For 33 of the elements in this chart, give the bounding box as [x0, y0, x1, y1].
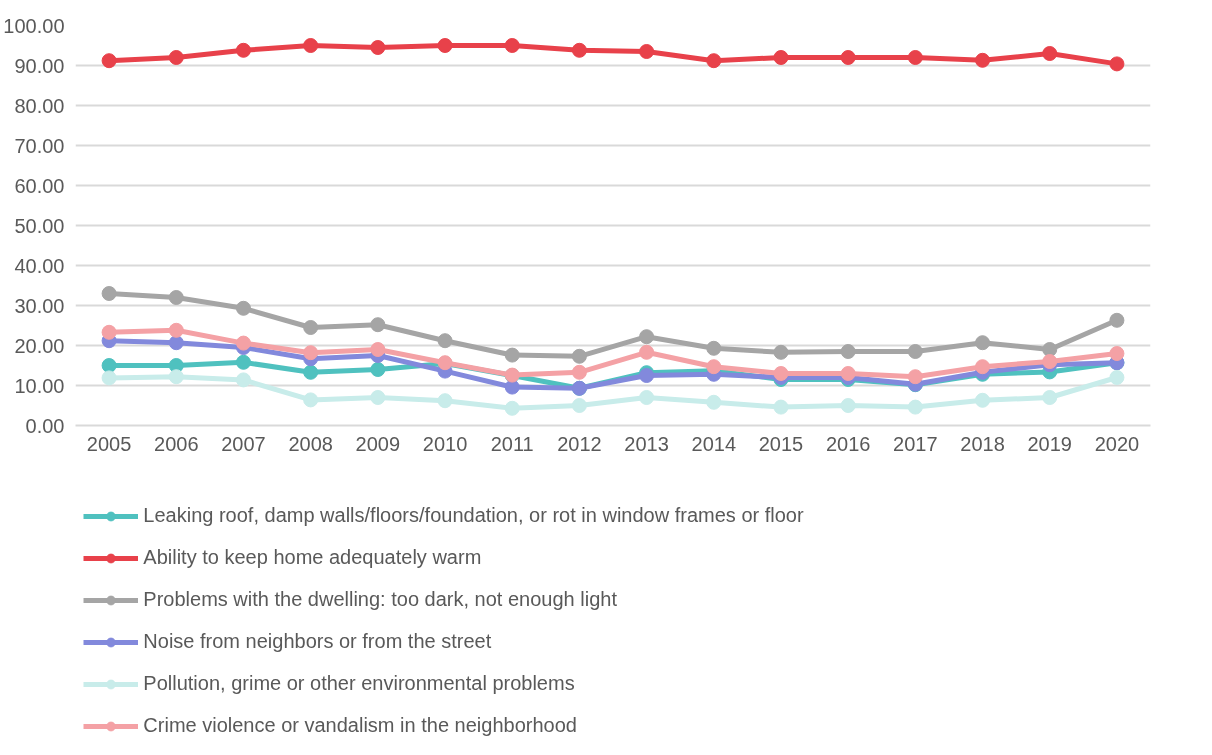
x-tick-label: 2005: [86, 432, 132, 455]
y-tick-label: 60.00: [14, 174, 65, 197]
legend-label: Pollution, grime or other environmental problems: [143, 672, 575, 695]
x-tick-label: 2018: [960, 432, 1005, 455]
x-tick-label: 2012: [557, 432, 602, 455]
x-tick-label: 2016: [825, 432, 871, 455]
y-tick-label: 20.00: [14, 334, 65, 357]
y-tick-label: 30.00: [14, 294, 65, 317]
x-tick-label: 2008: [288, 432, 333, 455]
x-tick-label: 2011: [490, 432, 534, 455]
y-tick-label: 90.00: [14, 54, 65, 77]
x-tick-label: 2019: [1027, 432, 1072, 455]
y-tick-label: 10.00: [14, 374, 65, 397]
y-tick-label: 70.00: [14, 134, 65, 157]
y-tick-label: 50.00: [14, 214, 65, 237]
legend-label: Problems with the dwelling: too dark, not enough light: [143, 588, 617, 611]
legend-label: Crime violence or vandalism in the neighborhood: [143, 714, 577, 737]
x-tick-label: 2014: [691, 432, 737, 455]
x-tick-label: 2015: [758, 432, 804, 455]
y-tick-label: 100.00: [3, 14, 65, 37]
x-tick-label: 2013: [624, 432, 669, 455]
x-tick-label: 2006: [154, 432, 199, 455]
y-tick-label: 0.00: [25, 414, 65, 437]
y-tick-label: 40.00: [14, 254, 65, 277]
legend-label: Noise from neighbors or from the street: [143, 630, 492, 653]
y-tick-label: 80.00: [14, 94, 65, 117]
x-tick-label: 2017: [893, 432, 938, 455]
x-tick-label: 2020: [1094, 432, 1140, 455]
legend-label: Leaking roof, damp walls/floors/foundation, or rot in window frames or floor: [143, 504, 804, 527]
x-tick-label: 2010: [422, 432, 468, 455]
legend-label: Ability to keep home adequately warm: [143, 546, 482, 569]
x-tick-label: 2007: [221, 432, 266, 455]
x-tick-label: 2009: [355, 432, 401, 455]
